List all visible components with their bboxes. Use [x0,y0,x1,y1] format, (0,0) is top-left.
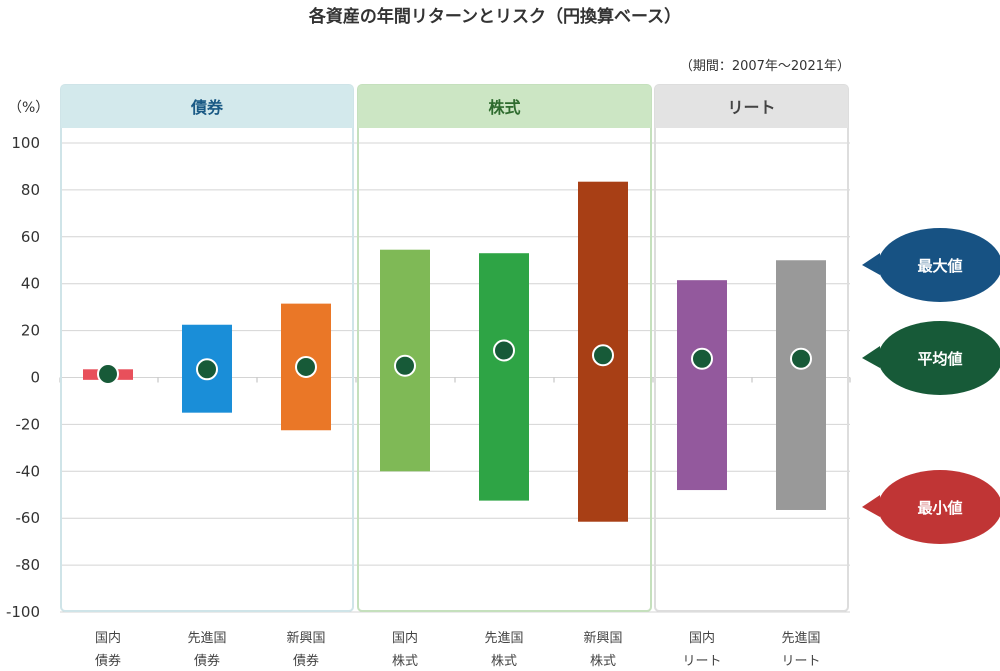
x-label-line1-5: 新興国 [583,630,622,646]
y-tick-label-1: 80 [21,181,40,199]
group-label-2: リート [727,98,775,117]
range-bar-6 [677,280,727,491]
legend-label-1: 平均値 [917,350,962,368]
average-marker-1 [196,358,218,381]
legend-bubble-pointer-0 [862,253,880,275]
y-tick-label-4: 20 [21,322,40,340]
legend-bubble-2 [878,470,1000,544]
legend-label-2: 最小値 [917,499,962,517]
group-label-0: 債券 [190,98,224,117]
x-label-line2-0: 債券 [95,653,121,669]
x-label-line2-5: 株式 [590,654,616,669]
range-bars [83,181,826,522]
group-panels: 債券 株式 リート [60,84,849,612]
y-axis-unit: （%） [8,100,49,116]
average-marker-4 [493,339,515,362]
x-label-line2-7: リート [781,654,820,669]
x-label-line2-3: 株式 [392,654,418,669]
range-bar-4 [479,253,529,501]
average-marker-3 [394,354,416,377]
y-tick-label-3: 40 [21,275,40,293]
group-header-2 [655,85,848,128]
legend-bubble-pointer-1 [862,346,880,368]
y-tick-label-7: -40 [16,462,41,480]
x-label-line2-4: 株式 [491,654,517,669]
y-tick-label-6: -20 [16,415,41,433]
chart-title: 各資産の年間リターンとリスク（円換算ベース） [308,6,681,27]
y-tick-label-0: 100 [11,134,40,152]
group-label-1: 株式 [488,98,520,117]
x-label-line1-2: 新興国 [286,630,325,646]
legend-bubble-pointer-2 [862,495,880,517]
x-label-line1-7: 先進国 [781,631,820,646]
x-label-line2-2: 債券 [293,653,319,669]
group-header-0 [61,85,353,128]
legend-bubble-0 [878,228,1000,302]
y-tick-label-9: -80 [16,556,41,574]
average-marker-7 [790,347,812,370]
legend-bubble-1 [878,321,1000,395]
average-marker-0 [97,362,119,385]
average-marker-6 [691,347,713,370]
y-tick-label-2: 60 [21,228,40,246]
x-label-line1-3: 国内 [392,630,418,646]
average-marker-2 [295,355,317,378]
x-label-line1-4: 先進国 [484,631,523,646]
group-header-1 [358,85,651,128]
x-label-line1-1: 先進国 [187,631,226,646]
y-tick-label-5: 0 [30,369,40,387]
x-label-line2-6: リート [682,654,721,669]
period-note: （期間：2007年〜2021年） [680,59,850,74]
x-label-line2-1: 債券 [194,653,220,669]
grid-lines [59,142,851,613]
average-markers [97,339,812,385]
x-label-line1-0: 国内 [95,630,121,646]
average-marker-5 [592,344,614,367]
y-axis-ticks: 100 80 60 40 20 0 -20 -40 -60 -80 -100 [6,134,40,621]
x-label-line1-6: 国内 [689,630,715,646]
legend-label-0: 最大値 [917,257,962,275]
range-bar-7 [776,260,826,510]
y-tick-label-10: -100 [6,603,40,621]
y-tick-label-8: -60 [16,509,41,527]
